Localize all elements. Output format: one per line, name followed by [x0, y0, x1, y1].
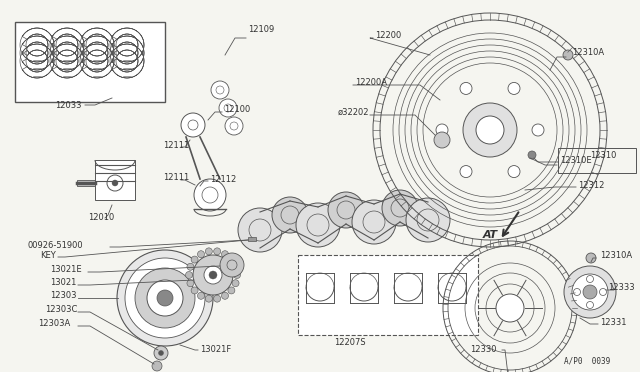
Circle shape	[117, 250, 213, 346]
Text: 12010: 12010	[88, 213, 115, 222]
Circle shape	[209, 271, 217, 279]
Circle shape	[228, 256, 235, 263]
Circle shape	[586, 253, 596, 263]
Circle shape	[204, 266, 222, 284]
Circle shape	[112, 180, 118, 186]
Text: 12109: 12109	[248, 25, 275, 34]
Circle shape	[460, 83, 472, 94]
Circle shape	[228, 287, 235, 294]
Bar	[298, 255, 478, 335]
Circle shape	[186, 272, 193, 279]
Circle shape	[152, 361, 162, 371]
Circle shape	[221, 292, 228, 299]
Circle shape	[221, 251, 228, 258]
Text: 12310: 12310	[590, 151, 616, 160]
Circle shape	[107, 175, 123, 191]
Circle shape	[214, 295, 221, 302]
Text: 12033: 12033	[55, 101, 81, 110]
Bar	[248, 237, 256, 241]
Circle shape	[328, 192, 364, 228]
Circle shape	[434, 132, 450, 148]
Bar	[558, 148, 636, 173]
Text: 12330: 12330	[470, 345, 497, 354]
Text: A/P0  0039: A/P0 0039	[564, 356, 610, 365]
Circle shape	[532, 124, 544, 136]
Circle shape	[219, 99, 237, 117]
Circle shape	[194, 179, 226, 211]
Circle shape	[232, 280, 239, 287]
Text: AT: AT	[483, 230, 497, 240]
Circle shape	[460, 166, 472, 177]
Text: 12303A: 12303A	[38, 319, 70, 328]
Circle shape	[352, 200, 396, 244]
Text: 12331: 12331	[600, 318, 627, 327]
Bar	[77, 180, 95, 186]
Circle shape	[272, 197, 308, 233]
Circle shape	[296, 203, 340, 247]
Text: 13021E: 13021E	[50, 265, 82, 274]
Circle shape	[205, 248, 212, 255]
Text: 12207S: 12207S	[334, 338, 366, 347]
Text: 12312: 12312	[578, 181, 604, 190]
Circle shape	[225, 117, 243, 135]
Circle shape	[154, 346, 168, 360]
Text: ø32202: ø32202	[338, 108, 369, 117]
Text: 12310A: 12310A	[600, 251, 632, 260]
Circle shape	[564, 266, 616, 318]
Text: 12200: 12200	[375, 31, 401, 40]
Circle shape	[187, 280, 194, 287]
Circle shape	[198, 251, 205, 258]
Text: 12310A: 12310A	[572, 48, 604, 57]
Circle shape	[135, 268, 195, 328]
Text: 12112: 12112	[210, 175, 236, 184]
Text: 12200A: 12200A	[355, 78, 387, 87]
Circle shape	[159, 350, 163, 356]
Circle shape	[572, 274, 608, 310]
Circle shape	[496, 294, 524, 322]
Circle shape	[181, 113, 205, 137]
Circle shape	[198, 292, 205, 299]
Circle shape	[463, 103, 517, 157]
Bar	[95, 160, 135, 200]
Text: 12310E: 12310E	[560, 156, 591, 165]
Circle shape	[508, 166, 520, 177]
Circle shape	[528, 151, 536, 159]
Circle shape	[211, 81, 229, 99]
Text: 12111: 12111	[163, 141, 189, 150]
Circle shape	[583, 285, 597, 299]
Text: 12303C: 12303C	[45, 305, 77, 314]
Text: 12100: 12100	[224, 105, 250, 114]
Text: 13021F: 13021F	[200, 345, 231, 354]
Circle shape	[508, 83, 520, 94]
Circle shape	[476, 116, 504, 144]
Circle shape	[125, 258, 205, 338]
Circle shape	[191, 256, 198, 263]
Text: 13021: 13021	[50, 278, 76, 287]
Circle shape	[193, 255, 233, 295]
Text: KEY: KEY	[40, 251, 56, 260]
Circle shape	[563, 50, 573, 60]
Bar	[15, 22, 165, 102]
Circle shape	[157, 290, 173, 306]
Circle shape	[187, 263, 194, 270]
Circle shape	[234, 272, 241, 279]
Text: 00926-51900: 00926-51900	[28, 241, 84, 250]
Circle shape	[205, 295, 212, 302]
Circle shape	[232, 263, 239, 270]
Text: 12333: 12333	[608, 283, 635, 292]
Circle shape	[382, 190, 418, 226]
Circle shape	[147, 280, 183, 316]
Circle shape	[220, 253, 244, 277]
Text: 12303: 12303	[50, 291, 77, 300]
Circle shape	[406, 198, 450, 242]
Circle shape	[238, 208, 282, 252]
Circle shape	[214, 248, 221, 255]
Circle shape	[436, 124, 448, 136]
Text: 12111: 12111	[163, 173, 189, 182]
Circle shape	[191, 287, 198, 294]
